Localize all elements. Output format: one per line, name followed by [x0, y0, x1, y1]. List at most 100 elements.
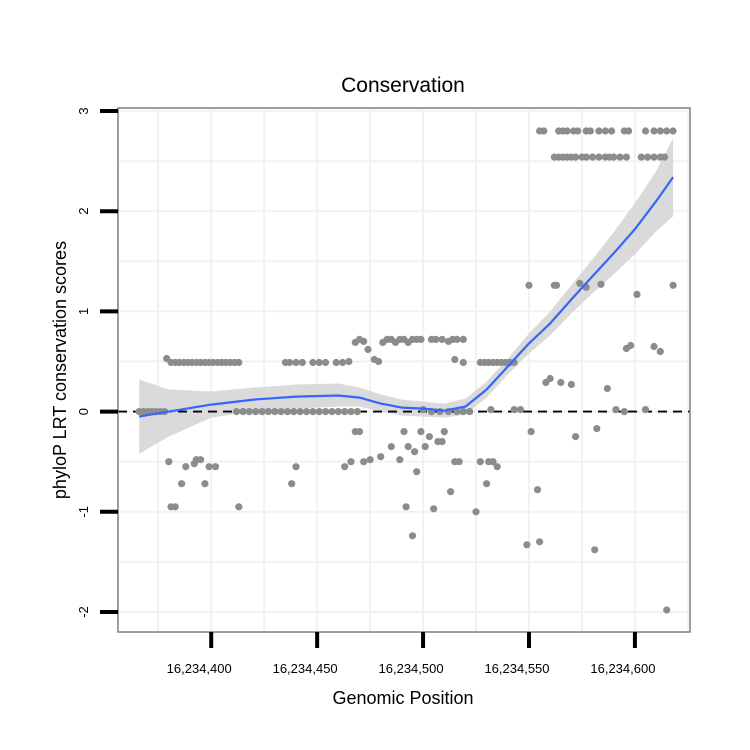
- data-point: [211, 463, 220, 471]
- data-point: [292, 358, 300, 367]
- data-point: [235, 358, 243, 367]
- data-point: [283, 408, 292, 416]
- data-point: [425, 433, 433, 441]
- data-point: [328, 408, 336, 416]
- data-point: [239, 408, 247, 416]
- data-point: [622, 153, 631, 161]
- data-point: [572, 433, 580, 441]
- x-tick-label: 16,234,600: [590, 661, 655, 676]
- data-point: [650, 342, 658, 351]
- data-point: [178, 480, 186, 488]
- data-point: [364, 345, 372, 354]
- data-point: [591, 546, 599, 554]
- data-point: [546, 374, 554, 383]
- data-point: [421, 443, 429, 451]
- data-point: [413, 468, 421, 476]
- confidence-band: [139, 138, 674, 454]
- data-point: [637, 153, 645, 161]
- data-point: [197, 456, 205, 464]
- data-point: [417, 335, 425, 343]
- x-tick-label: 16,234,550: [484, 661, 549, 676]
- data-point: [641, 127, 650, 135]
- data-point: [633, 290, 641, 298]
- data-point: [334, 408, 342, 416]
- data-point: [650, 127, 658, 135]
- data-point: [644, 153, 652, 161]
- data-point: [315, 408, 323, 416]
- axes: 16,234,400 16,234,450 16,234,500 16,234,550…: [76, 107, 655, 676]
- data-point: [309, 358, 317, 367]
- data-point: [625, 127, 633, 135]
- data-point: [588, 153, 597, 161]
- data-point: [525, 281, 533, 289]
- data-point: [455, 458, 463, 466]
- data-point: [402, 503, 410, 511]
- data-point: [165, 458, 173, 466]
- data-point: [610, 153, 618, 161]
- data-point: [453, 335, 461, 343]
- data-point: [476, 458, 484, 466]
- data-point: [290, 408, 298, 416]
- data-point: [288, 480, 296, 488]
- data-point: [459, 335, 467, 343]
- y-tick-label: 1: [76, 308, 91, 315]
- data-point: [353, 408, 361, 416]
- data-point: [404, 443, 412, 451]
- data-point: [438, 335, 446, 343]
- data-point: [440, 428, 448, 436]
- data-point: [345, 357, 353, 366]
- data-point: [182, 463, 190, 471]
- data-point: [576, 279, 584, 287]
- data-point: [341, 463, 349, 471]
- data-point: [315, 358, 323, 367]
- data-point: [322, 408, 330, 416]
- x-tick-label: 16,234,500: [379, 661, 444, 676]
- data-point: [574, 127, 582, 135]
- data-point: [235, 503, 243, 511]
- data-point: [595, 127, 603, 135]
- data-point: [601, 127, 609, 135]
- data-point: [557, 378, 565, 387]
- y-tick-label: -1: [76, 506, 91, 518]
- data-point: [360, 337, 368, 345]
- y-tick-label: 3: [76, 107, 91, 114]
- data-point: [650, 153, 658, 161]
- data-point: [616, 153, 624, 161]
- data-point: [472, 508, 480, 516]
- data-point: [286, 358, 294, 367]
- data-point: [347, 458, 355, 466]
- data-point: [430, 505, 438, 513]
- data-point: [309, 408, 317, 416]
- data-point: [612, 406, 620, 414]
- data-point: [171, 503, 179, 511]
- data-point: [603, 384, 612, 393]
- data-point: [205, 463, 213, 471]
- data-point: [355, 428, 364, 436]
- data-point: [252, 408, 260, 416]
- data-point: [536, 538, 544, 546]
- data-point: [527, 428, 535, 436]
- data-point: [540, 127, 548, 135]
- data-point: [516, 406, 525, 414]
- data-point: [661, 153, 669, 161]
- data-point: [451, 355, 459, 364]
- data-point: [459, 408, 467, 416]
- data-point: [258, 408, 266, 416]
- confidence-ribbon: [139, 138, 674, 454]
- x-axis-label: Genomic Position: [332, 688, 473, 708]
- data-point: [432, 335, 440, 343]
- data-point: [669, 281, 677, 289]
- data-point: [245, 408, 253, 416]
- smooth-line: [139, 176, 674, 418]
- data-point: [292, 463, 300, 471]
- data-point: [641, 406, 650, 414]
- data-point: [510, 406, 518, 414]
- data-point: [453, 408, 461, 416]
- data-point: [408, 532, 417, 540]
- data-point: [233, 408, 241, 416]
- data-point: [339, 358, 347, 367]
- y-tick-label: 2: [76, 208, 91, 215]
- data-point: [663, 127, 671, 135]
